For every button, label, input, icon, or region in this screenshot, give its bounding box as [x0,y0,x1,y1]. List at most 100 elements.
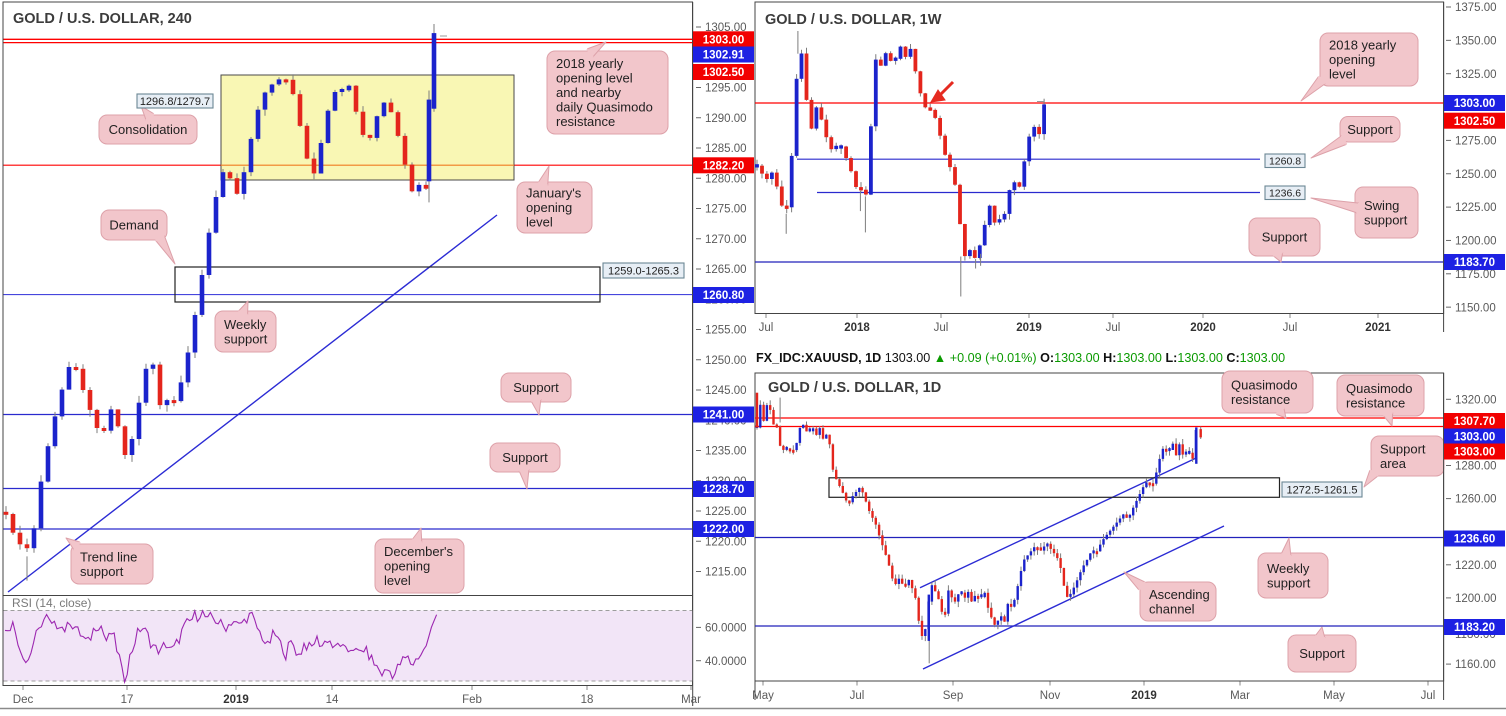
svg-text:1302.91: 1302.91 [703,50,745,62]
svg-text:resistance: resistance [1231,392,1290,407]
svg-text:1183.20: 1183.20 [1454,622,1495,634]
svg-text:17: 17 [121,694,134,706]
svg-text:Support: Support [1299,646,1345,661]
svg-text:18: 18 [581,694,594,706]
svg-text:14: 14 [326,694,339,706]
svg-text:FX_IDC:XAUUSD, 1D 1303.00 ▲ +0: FX_IDC:XAUUSD, 1D 1303.00 ▲ +0.09 (+0.01… [756,351,1285,365]
svg-text:Support: Support [1262,230,1308,245]
svg-text:Quasimodo: Quasimodo [1346,381,1412,396]
svg-text:support: support [80,564,124,579]
svg-text:1303.00: 1303.00 [1454,447,1496,459]
svg-text:1305.00: 1305.00 [705,22,747,34]
svg-text:1222.00: 1222.00 [703,524,745,536]
svg-text:Support: Support [1380,441,1426,456]
svg-text:GOLD / U.S. DOLLAR, 1D: GOLD / U.S. DOLLAR, 1D [768,380,941,396]
svg-text:Mar: Mar [681,694,701,706]
svg-text:resistance: resistance [556,114,615,129]
svg-text:resistance: resistance [1346,395,1405,410]
svg-text:60.0000: 60.0000 [705,623,747,635]
svg-text:level: level [384,573,411,588]
svg-text:1260.00: 1260.00 [1455,494,1497,506]
svg-text:1320.00: 1320.00 [1455,394,1497,406]
svg-text:Quasimodo: Quasimodo [1231,377,1297,392]
svg-text:1275.00: 1275.00 [1455,136,1497,148]
svg-text:opening: opening [526,200,572,215]
svg-text:and nearby: and nearby [556,85,622,100]
svg-text:1265.00: 1265.00 [705,264,747,276]
svg-text:Jul: Jul [1106,322,1121,334]
svg-text:Dec: Dec [13,694,34,706]
svg-text:1259.0-1265.3: 1259.0-1265.3 [608,266,679,278]
svg-text:1280.00: 1280.00 [1455,461,1497,473]
svg-text:daily Quasimodo: daily Quasimodo [556,100,653,115]
svg-text:1200.00: 1200.00 [1455,593,1497,605]
svg-text:1225.00: 1225.00 [705,506,747,518]
svg-text:1275.00: 1275.00 [705,204,747,216]
svg-text:Jul: Jul [1421,690,1436,702]
svg-text:Mar: Mar [1230,690,1250,702]
svg-text:1302.50: 1302.50 [1454,116,1496,128]
svg-text:1285.00: 1285.00 [705,143,747,155]
svg-text:1303.00: 1303.00 [1454,98,1496,110]
svg-text:Sep: Sep [943,690,963,702]
svg-text:level: level [1329,67,1356,82]
svg-text:opening level: opening level [556,71,633,86]
svg-text:Support: Support [502,450,548,465]
svg-text:GOLD / U.S. DOLLAR, 240: GOLD / U.S. DOLLAR, 240 [13,11,192,27]
svg-text:1272.5-1261.5: 1272.5-1261.5 [1287,485,1358,497]
svg-text:Feb: Feb [462,694,482,706]
svg-text:1228.70: 1228.70 [703,484,745,496]
svg-text:Trend line: Trend line [80,549,137,564]
svg-text:1260.80: 1260.80 [703,290,745,302]
svg-text:1307.70: 1307.70 [1454,416,1496,428]
svg-text:1220.00: 1220.00 [705,536,747,548]
svg-text:area: area [1380,456,1407,471]
svg-text:Ascending: Ascending [1149,587,1210,602]
svg-text:1290.00: 1290.00 [705,113,747,125]
svg-text:January's: January's [526,186,582,201]
svg-text:1245.00: 1245.00 [705,385,747,397]
svg-text:Jul: Jul [850,690,865,702]
svg-text:Demand: Demand [109,218,158,233]
svg-text:1270.00: 1270.00 [705,234,747,246]
svg-text:Support: Support [513,380,559,395]
svg-text:1236.60: 1236.60 [1454,534,1496,546]
svg-text:1280.00: 1280.00 [705,173,747,185]
svg-text:2018 yearly: 2018 yearly [556,56,624,71]
svg-text:Weekly: Weekly [1267,561,1310,576]
svg-text:1295.00: 1295.00 [705,83,747,95]
svg-text:Weekly: Weekly [224,317,267,332]
svg-text:level: level [526,215,553,230]
svg-text:December's: December's [384,544,453,559]
svg-text:Jul: Jul [759,322,774,334]
svg-text:1200.00: 1200.00 [1455,236,1497,248]
svg-text:1250.00: 1250.00 [705,355,747,367]
svg-text:1303.00: 1303.00 [1454,432,1496,444]
svg-text:1215.00: 1215.00 [705,567,747,579]
svg-text:1303.00: 1303.00 [703,34,745,46]
svg-text:1282.20: 1282.20 [703,160,745,172]
svg-text:1235.00: 1235.00 [705,446,747,458]
svg-text:support: support [1267,575,1311,590]
svg-text:Consolidation: Consolidation [109,122,188,137]
svg-text:2019: 2019 [1016,322,1042,334]
svg-text:2019: 2019 [223,694,249,706]
svg-text:support: support [224,331,268,346]
svg-text:1375.00: 1375.00 [1455,2,1497,14]
svg-text:RSI (14, close): RSI (14, close) [12,596,91,610]
svg-text:1296.8/1279.7: 1296.8/1279.7 [140,96,210,108]
svg-text:Swing: Swing [1364,198,1399,213]
svg-text:Jul: Jul [934,322,949,334]
svg-text:1250.00: 1250.00 [1455,169,1497,181]
svg-text:1183.70: 1183.70 [1454,257,1495,269]
svg-text:support: support [1364,212,1408,227]
svg-text:1150.00: 1150.00 [1455,302,1496,314]
svg-text:2018: 2018 [844,322,870,334]
svg-text:2019: 2019 [1131,690,1157,702]
svg-text:1302.50: 1302.50 [703,67,745,79]
svg-text:1220.00: 1220.00 [1455,560,1497,572]
svg-text:1236.6: 1236.6 [1269,188,1301,200]
svg-text:1241.00: 1241.00 [703,410,745,422]
svg-text:May: May [1323,690,1345,702]
svg-text:2021: 2021 [1365,322,1391,334]
